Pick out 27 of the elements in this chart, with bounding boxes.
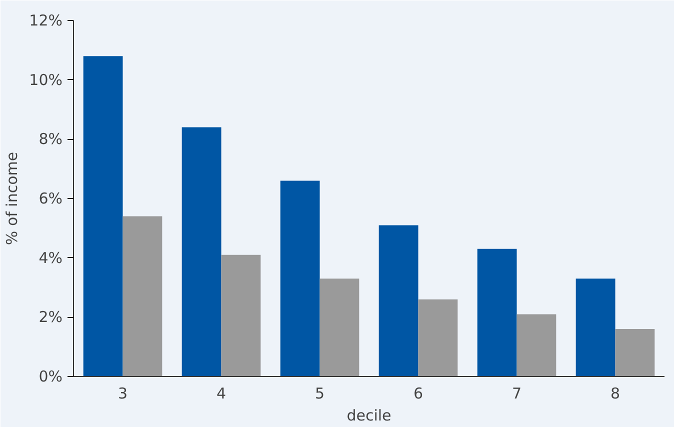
y-tick-label: 4% [38,248,62,267]
x-tick-label: 4 [216,384,226,402]
x-tick-label: 3 [118,384,128,402]
y-tick-label: 8% [38,130,62,148]
y-tick-label: 0% [38,368,62,386]
x-tick-label: 6 [413,384,424,402]
bar [477,248,517,376]
bar [516,314,556,376]
x-axis-title: decile [346,406,392,424]
y-axis-title: % of income [3,152,22,246]
bar [418,299,458,376]
x-tick-label: 5 [314,384,325,402]
bar [122,216,162,376]
bar [615,329,655,376]
x-tick-label: 7 [512,384,522,402]
bar [221,254,261,376]
y-tick-label: 12% [29,12,63,30]
y-tick-label: 6% [38,190,62,208]
x-tick-label: 8 [610,384,620,402]
y-tick-label: 10% [29,70,63,89]
bar [576,278,616,376]
bar [320,278,360,376]
bar [378,225,418,376]
bar [182,127,222,376]
y-tick-label: 2% [38,308,62,326]
bar [83,56,123,376]
bar [280,180,320,376]
